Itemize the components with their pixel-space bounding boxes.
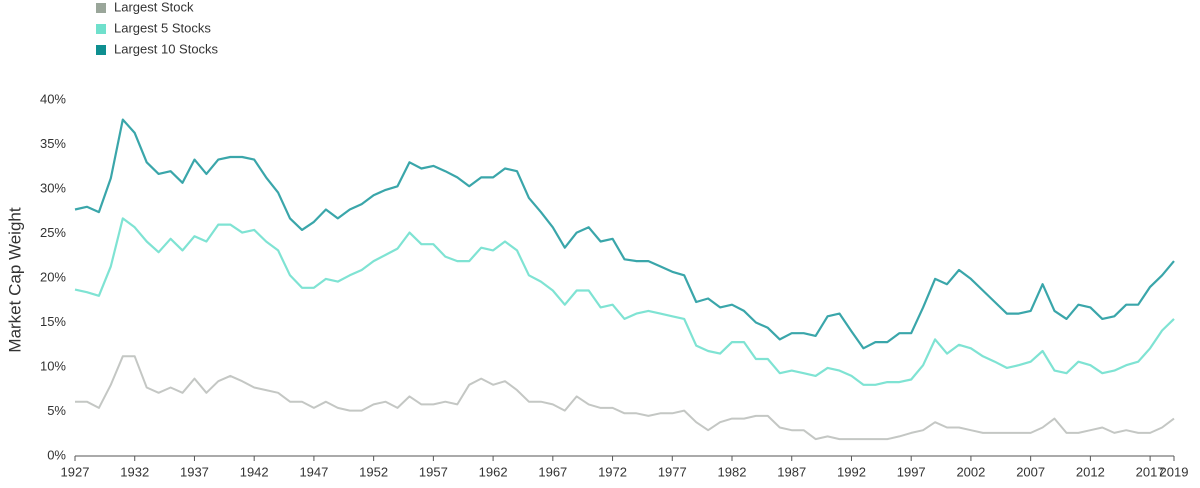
- x-tick-label: 1977: [658, 464, 687, 479]
- x-tick-label: 2012: [1076, 464, 1105, 479]
- legend-swatch: [96, 45, 106, 55]
- y-tick-label: 25%: [40, 225, 66, 240]
- x-tick-label: 1927: [61, 464, 90, 479]
- legend-swatch: [96, 24, 106, 34]
- legend-label: Largest 5 Stocks: [114, 20, 211, 35]
- y-axis-label: Market Cap Weight: [5, 207, 24, 352]
- y-tick-label: 10%: [40, 358, 66, 373]
- series-line: [75, 355, 1175, 441]
- x-tick-label: 1932: [120, 464, 149, 479]
- x-tick-label: 1947: [299, 464, 328, 479]
- x-tick-label: 1952: [359, 464, 388, 479]
- legend-label: Largest Stock: [114, 0, 194, 14]
- x-tick-label: 2007: [1016, 464, 1045, 479]
- y-tick-label: 20%: [40, 269, 66, 284]
- series-line: [74, 217, 1175, 386]
- y-tick-label: 5%: [47, 403, 66, 418]
- x-tick-label: 1937: [180, 464, 209, 479]
- x-tick-label: 1982: [718, 464, 747, 479]
- x-tick-label: 1992: [837, 464, 866, 479]
- x-tick-label: 1972: [598, 464, 627, 479]
- y-tick-label: 15%: [40, 314, 66, 329]
- legend-label: Largest 10 Stocks: [114, 41, 219, 56]
- x-tick-label: 2017: [1136, 464, 1165, 479]
- x-tick-label: 1967: [538, 464, 567, 479]
- y-tick-label: 40%: [40, 91, 66, 106]
- x-tick-label: 1957: [419, 464, 448, 479]
- x-tick-label: 1962: [479, 464, 508, 479]
- series-line: [74, 118, 1175, 350]
- x-tick-label: 1942: [240, 464, 269, 479]
- y-tick-label: 30%: [40, 180, 66, 195]
- y-tick-label: 0%: [47, 447, 66, 462]
- x-tick-label: 2002: [956, 464, 985, 479]
- legend-swatch: [96, 3, 106, 13]
- x-tick-label: 1997: [897, 464, 926, 479]
- x-tick-label: 1987: [777, 464, 806, 479]
- x-tick-label: 2019: [1160, 464, 1189, 479]
- y-tick-label: 35%: [40, 136, 66, 151]
